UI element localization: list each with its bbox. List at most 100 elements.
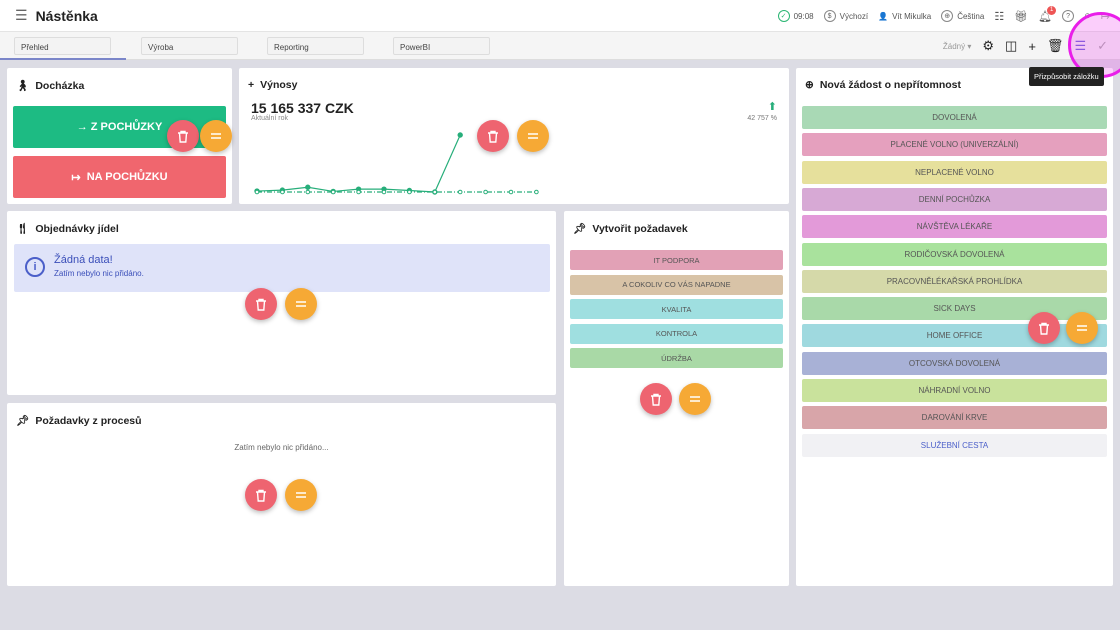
absence-type-button[interactable]: DAROVÁNÍ KRVE (802, 406, 1107, 430)
absence-type-button[interactable]: PRACOVNĚLÉKAŘSKÁ PROHLÍDKA (802, 269, 1107, 293)
absence-type-button[interactable]: NEPLACENÉ VOLNO (802, 160, 1107, 184)
create-request-widget: 📌︎ Vytvořit požadavek IT PODPORA A COKOLIV… (564, 211, 789, 586)
absence-type-button[interactable]: OTCOVSKÁ DOVOLENÁ (802, 351, 1107, 375)
trash-icon (488, 130, 498, 143)
delete-widget-button[interactable] (245, 288, 277, 320)
move-widget-handle[interactable] (679, 383, 711, 415)
series-line-current (256, 134, 461, 193)
delete-widget-button[interactable] (477, 120, 509, 152)
errand-button[interactable]: ↦ NA POCHŮZKU (13, 156, 226, 198)
revenue-amount: 15 165 337 CZK (251, 100, 354, 116)
check-circle-icon: ✓ (777, 10, 790, 22)
trash-icon (256, 298, 266, 311)
data-point (483, 189, 488, 195)
settings-icon[interactable]: ⚙ (982, 38, 995, 53)
data-point (356, 189, 361, 195)
absence-type-button[interactable]: PLACENÉ VOLNO (UNIVERZÁLNÍ) (802, 133, 1107, 157)
data-point (381, 189, 387, 195)
trash-icon[interactable]: 🗑︎ (1046, 38, 1064, 53)
trash-icon (256, 489, 266, 502)
currency-selector[interactable]: $ Výchozí (823, 10, 868, 22)
plus-circle-icon: ⊕ (805, 79, 814, 91)
empty-alert: i Žádná data! Zatím nebylo nic přidáno. (14, 244, 550, 292)
layout-select[interactable]: Žádný ▾ (942, 41, 972, 51)
pin-icon: 📌︎ (16, 415, 30, 427)
pin-icon: 📌︎ (573, 223, 587, 235)
drag-handle-icon (690, 396, 700, 402)
language-selector[interactable]: ⊕ Čeština (941, 10, 984, 22)
user-menu[interactable]: 👤 Vít Mikulka (878, 11, 932, 21)
move-widget-handle[interactable] (517, 120, 549, 152)
revenue-period: Aktuální rok (251, 115, 288, 122)
walking-icon: 🚶︎ (16, 80, 30, 92)
revenue-change: 42 757 % (747, 115, 777, 122)
add-icon[interactable]: + (1028, 38, 1036, 54)
delete-widget-button[interactable] (1028, 312, 1060, 344)
process-requests-widget: 📌︎ Požadavky z procesů Zatím nebylo nic p… (7, 403, 556, 586)
drag-handle-icon (211, 133, 221, 139)
absence-type-button[interactable]: DENNÍ POCHŮZKA (802, 187, 1107, 211)
request-type-button[interactable]: A COKOLIV CO VÁS NAPADNE (570, 274, 783, 295)
request-type-button[interactable]: KVALITA (570, 299, 783, 319)
info-icon: i (25, 257, 45, 277)
data-point (534, 189, 539, 195)
drag-handle-icon (296, 492, 306, 498)
gift-icon[interactable]: 🎁︎ (1014, 10, 1029, 23)
drag-handle-icon (296, 301, 306, 307)
move-widget-handle[interactable] (200, 120, 232, 152)
move-widget-handle[interactable] (1066, 312, 1098, 344)
data-point (508, 189, 514, 195)
page-title: Nástěnka (35, 7, 98, 24)
trash-icon (651, 393, 661, 406)
cutlery-icon: 🍴︎ (16, 223, 30, 235)
request-type-button[interactable]: ÚDRŽBA (570, 348, 783, 368)
tooltip: Přizpůsobit záložku (1029, 67, 1104, 86)
absence-type-button[interactable]: NÁHRADNÍ VOLNO (802, 379, 1107, 402)
drag-handle-icon (1077, 325, 1087, 331)
request-type-button[interactable]: IT PODPORA (570, 250, 783, 270)
top-bar: ☰ Nástěnka ✓ 09:08 $ Výchozí 👤 Vít Mikulka … (0, 0, 1120, 32)
data-point (280, 189, 285, 195)
data-point (305, 184, 311, 190)
absence-type-button[interactable]: DOVOLENÁ (802, 106, 1107, 129)
trash-icon (1039, 322, 1049, 335)
data-point (305, 189, 311, 195)
absence-type-button[interactable]: HOME OFFICE (802, 324, 1107, 348)
user-icon: 👤 (878, 11, 889, 21)
delete-widget-button[interactable] (245, 479, 277, 511)
request-type-button[interactable]: KONTROLA (570, 323, 783, 344)
hamburger-menu-icon[interactable]: ☰ (15, 7, 28, 23)
trash-icon (178, 130, 188, 143)
help-icon[interactable]: ? (1062, 10, 1075, 22)
arrow-up-circle-icon: ⬆︎ (767, 101, 777, 113)
move-widget-handle[interactable] (285, 479, 317, 511)
signpost-icon[interactable]: ☷ (994, 10, 1005, 23)
tab-reporting[interactable]: Reporting (267, 37, 364, 55)
notification-badge: 1 (1047, 5, 1057, 15)
globe-icon: ⊕ (941, 10, 954, 22)
absence-type-button[interactable]: SICK DAYS (802, 297, 1107, 321)
absence-type-button[interactable]: SLUŽEBNÍ CESTA (802, 433, 1107, 457)
attendance-widget: 🚶︎ Docházka → Z POCHŮZKY ↦ NA POCHŮZKU (7, 68, 232, 204)
tab-powerbi[interactable]: PowerBI (393, 37, 490, 55)
tab-prehled[interactable]: Přehled (14, 37, 111, 55)
tab-vyroba[interactable]: Výroba (141, 37, 238, 55)
data-point (330, 189, 336, 195)
revenue-widget: + Výnosy 15 165 337 CZK Aktuální rok ⬆︎ 4… (239, 68, 789, 204)
columns-icon[interactable]: ◫ (1005, 38, 1018, 53)
bell-icon[interactable]: 🔔︎ 1 (1038, 5, 1057, 23)
absence-type-button[interactable]: RODIČOVSKÁ DOVOLENÁ (802, 242, 1107, 266)
clock-status[interactable]: ✓ 09:08 (777, 10, 814, 22)
data-point (457, 132, 463, 138)
revenue-chart (254, 132, 539, 195)
move-widget-handle[interactable] (285, 288, 317, 320)
plus-icon: + (248, 79, 255, 91)
delete-widget-button[interactable] (640, 383, 672, 415)
data-point (432, 189, 438, 195)
absence-type-button[interactable]: NÁVŠTĚVA LÉKAŘE (802, 215, 1107, 239)
meal-orders-widget: 🍴︎ Objednávky jídel i Žádná data! Zatím n… (7, 211, 556, 395)
delete-widget-button[interactable] (167, 120, 199, 152)
dollar-icon: $ (823, 10, 836, 22)
drag-handle-icon (528, 133, 538, 139)
data-point (254, 189, 260, 195)
